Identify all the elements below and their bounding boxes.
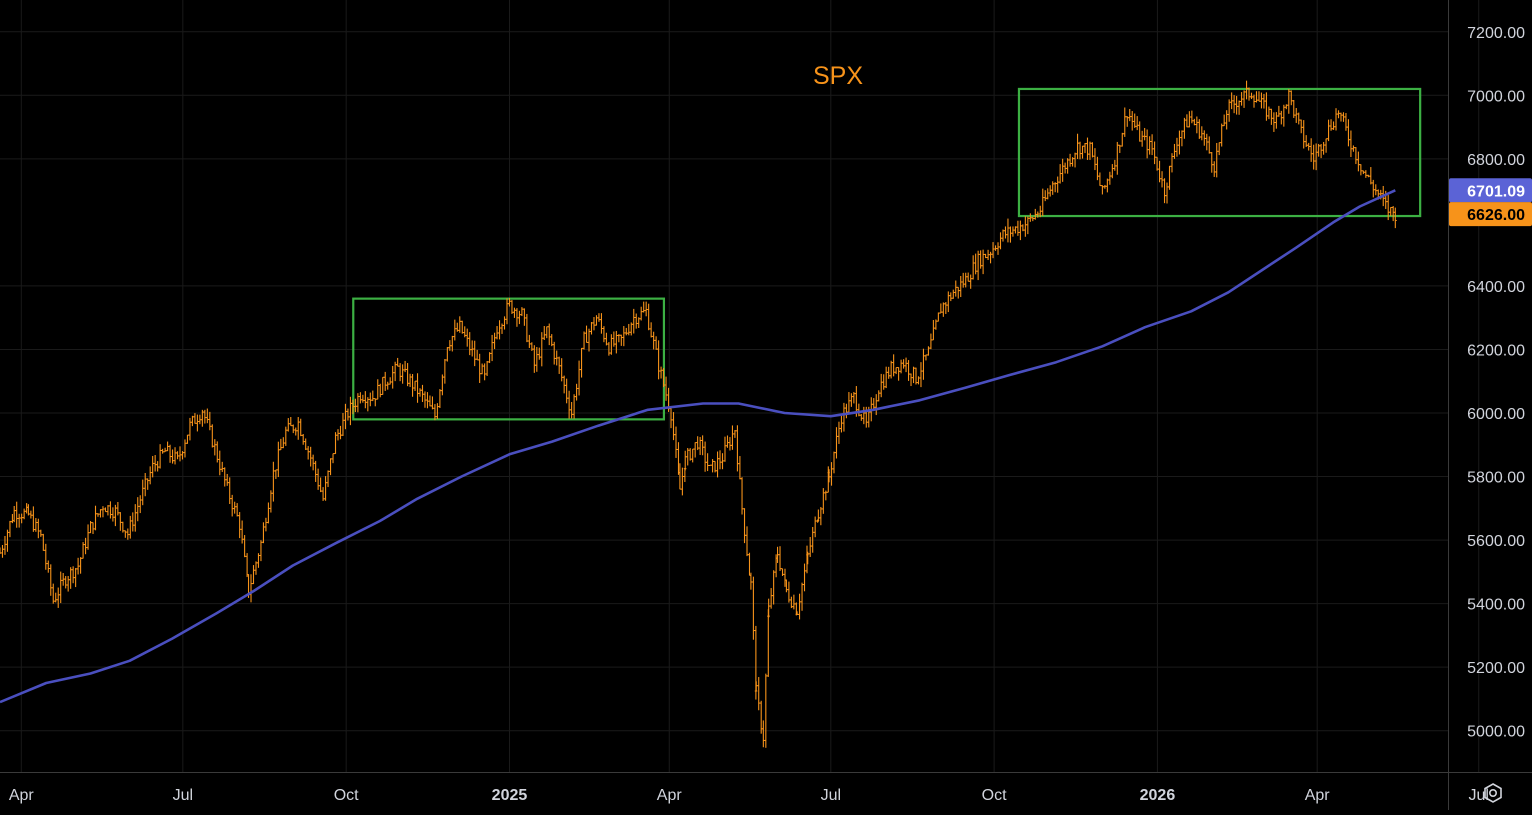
x-tick-label: Apr <box>1305 787 1331 804</box>
plot-area <box>0 80 1422 748</box>
price-label-badge <box>1449 202 1532 227</box>
moving-average-line <box>0 189 1396 704</box>
y-tick-label: 7000.00 <box>1467 88 1525 105</box>
x-tick-label: Jul <box>821 787 841 804</box>
y-tick-label: 5400.00 <box>1467 597 1525 614</box>
x-tick-label: Apr <box>657 787 683 804</box>
x-tick-label: Oct <box>982 787 1007 804</box>
consolidation-box <box>352 297 666 421</box>
x-tick-label: Oct <box>334 787 359 804</box>
price-label-text: 6701.09 <box>1467 183 1525 200</box>
y-tick-label: 6400.00 <box>1467 279 1525 296</box>
x-tick-label: Apr <box>9 787 35 804</box>
y-tick-label: 5200.00 <box>1467 660 1525 677</box>
settings-gear-icon[interactable] <box>1478 778 1508 808</box>
chart-title: SPX <box>813 62 863 90</box>
consolidation-box <box>1017 87 1422 218</box>
y-tick-label: 5800.00 <box>1467 470 1525 487</box>
x-tick-label: 2026 <box>1140 787 1176 804</box>
y-tick-label: 6800.00 <box>1467 152 1525 169</box>
x-tick-label: Jul <box>173 787 193 804</box>
y-tick-label: 6000.00 <box>1467 406 1525 423</box>
y-tick-label: 5000.00 <box>1467 724 1525 741</box>
x-tick-label: Jul <box>1469 787 1489 804</box>
y-tick-label: 6200.00 <box>1467 342 1525 359</box>
y-tick-label: 7200.00 <box>1467 25 1525 42</box>
price-label-badge <box>1449 178 1532 203</box>
price-label-text: 6626.00 <box>1467 207 1525 224</box>
y-tick-label: 5600.00 <box>1467 533 1525 550</box>
x-tick-label: 2025 <box>492 787 528 804</box>
